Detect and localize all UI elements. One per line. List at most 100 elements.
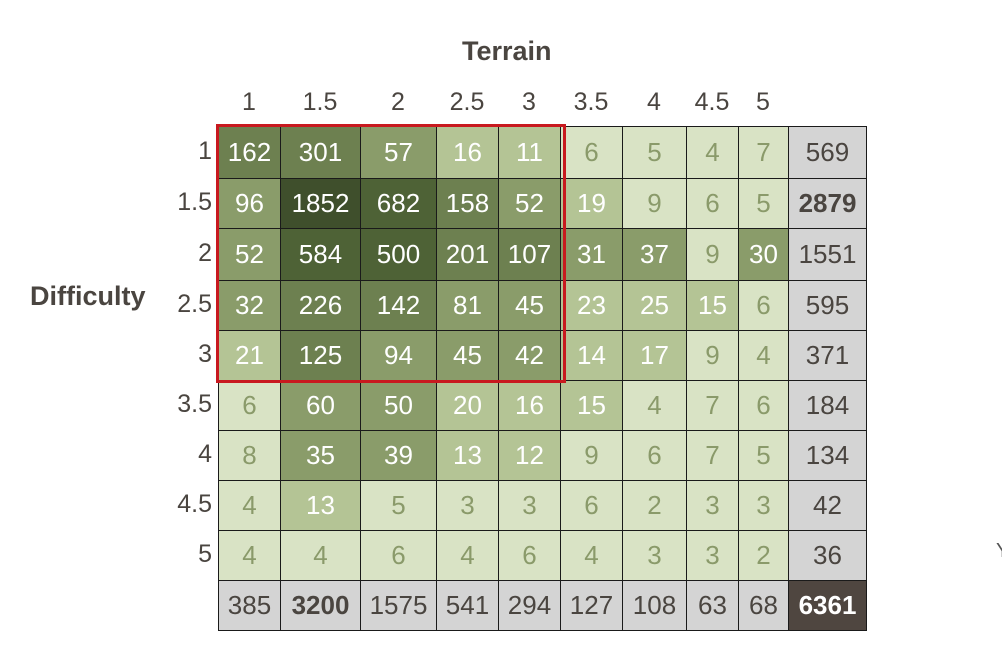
heatmap-cell: 4 bbox=[218, 480, 281, 531]
x-tick-label: 4 bbox=[647, 88, 661, 116]
y-tick-label: 2 bbox=[198, 239, 212, 267]
heatmap-cell: 20 bbox=[436, 380, 499, 431]
heatmap-cell: 4 bbox=[560, 530, 623, 581]
heatmap-cell: 57 bbox=[360, 126, 437, 179]
heatmap-cell: 5 bbox=[738, 430, 789, 481]
heatmap-cell: 6 bbox=[622, 430, 687, 481]
heatmap-cell: 3 bbox=[622, 530, 687, 581]
y-tick-label: 4 bbox=[198, 440, 212, 468]
col-total-cell: 3200 bbox=[280, 580, 361, 631]
y-tick-label: 4.5 bbox=[177, 490, 212, 518]
heatmap-cell: 4 bbox=[280, 530, 361, 581]
y-tick-label: 2.5 bbox=[177, 290, 212, 318]
col-total-cell: 1575 bbox=[360, 580, 437, 631]
heatmap-cell: 6 bbox=[738, 280, 789, 331]
y-tick-label: 5 bbox=[198, 540, 212, 568]
heatmap-cell: 6 bbox=[560, 126, 623, 179]
heatmap-cell: 226 bbox=[280, 280, 361, 331]
heatmap-cell: 52 bbox=[218, 228, 281, 281]
col-total-cell: 294 bbox=[498, 580, 561, 631]
heatmap-cell: 6 bbox=[498, 530, 561, 581]
y-tick-label: 1.5 bbox=[177, 188, 212, 216]
heatmap-cell: 11 bbox=[498, 126, 561, 179]
col-total-cell: 127 bbox=[560, 580, 623, 631]
heatmap-cell: 6 bbox=[686, 178, 739, 229]
heatmap-cell: 32 bbox=[218, 280, 281, 331]
heatmap-cell: 39 bbox=[360, 430, 437, 481]
heatmap-cell: 162 bbox=[218, 126, 281, 179]
heatmap-cell: 13 bbox=[436, 430, 499, 481]
heatmap-cell: 3 bbox=[436, 480, 499, 531]
row-total-cell: 36 bbox=[788, 530, 867, 581]
heatmap-cell: 37 bbox=[622, 228, 687, 281]
heatmap-cell: 5 bbox=[622, 126, 687, 179]
heatmap-cell: 2 bbox=[738, 530, 789, 581]
heatmap-cell: 7 bbox=[686, 430, 739, 481]
heatmap-cell: 3 bbox=[498, 480, 561, 531]
heatmap-cell: 45 bbox=[498, 280, 561, 331]
heatmap-cell: 23 bbox=[560, 280, 623, 331]
heatmap-cell: 6 bbox=[360, 530, 437, 581]
heatmap-cell: 584 bbox=[280, 228, 361, 281]
heatmap-cell: 13 bbox=[280, 480, 361, 531]
heatmap-cell: 19 bbox=[560, 178, 623, 229]
heatmap-cell: 6 bbox=[560, 480, 623, 531]
heatmap-cell: 9 bbox=[686, 330, 739, 381]
x-tick-label: 1 bbox=[242, 88, 256, 116]
heatmap-cell: 9 bbox=[560, 430, 623, 481]
heatmap-cell: 4 bbox=[436, 530, 499, 581]
heatmap-cell: 16 bbox=[436, 126, 499, 179]
row-total-cell: 569 bbox=[788, 126, 867, 179]
heatmap-cell: 14 bbox=[560, 330, 623, 381]
heatmap-cell: 2 bbox=[622, 480, 687, 531]
heatmap-cell: 301 bbox=[280, 126, 361, 179]
heatmap-cell: 35 bbox=[280, 430, 361, 481]
heatmap-cell: 3 bbox=[738, 480, 789, 531]
heatmap-cell: 25 bbox=[622, 280, 687, 331]
heatmap-cell: 21 bbox=[218, 330, 281, 381]
heatmap-cell: 17 bbox=[622, 330, 687, 381]
heatmap-cell: 12 bbox=[498, 430, 561, 481]
x-tick-label: 5 bbox=[756, 88, 770, 116]
heatmap-cell: 42 bbox=[498, 330, 561, 381]
y-tick-label: 3 bbox=[198, 340, 212, 368]
heatmap-cell: 142 bbox=[360, 280, 437, 331]
x-tick-label: 1.5 bbox=[302, 88, 338, 116]
heatmap-cell: 125 bbox=[280, 330, 361, 381]
heatmap-cell: 4 bbox=[686, 126, 739, 179]
heatmap-cell: 6 bbox=[218, 380, 281, 431]
heatmap-cell: 96 bbox=[218, 178, 281, 229]
heatmap-cell: 31 bbox=[560, 228, 623, 281]
x-tick-label: 3.5 bbox=[573, 88, 609, 116]
col-total-cell: 108 bbox=[622, 580, 687, 631]
heatmap-cell: 15 bbox=[686, 280, 739, 331]
heatmap-cell: 4 bbox=[622, 380, 687, 431]
x-tick-label: 3 bbox=[522, 88, 536, 116]
col-total-cell: 385 bbox=[218, 580, 281, 631]
heatmap-cell: 1852 bbox=[280, 178, 361, 229]
heatmap-cell: 81 bbox=[436, 280, 499, 331]
heatmap-cell: 682 bbox=[360, 178, 437, 229]
x-tick-label: 4.5 bbox=[694, 88, 730, 116]
heatmap-cell: 5 bbox=[738, 178, 789, 229]
heatmap-cell: 7 bbox=[686, 380, 739, 431]
heatmap-cell: 3 bbox=[686, 480, 739, 531]
col-total-cell: 68 bbox=[738, 580, 789, 631]
heatmap-cell: 60 bbox=[280, 380, 361, 431]
cropped-edge-text: Y bbox=[996, 540, 1002, 563]
row-total-cell: 184 bbox=[788, 380, 867, 431]
row-total-cell: 595 bbox=[788, 280, 867, 331]
heatmap-cell: 201 bbox=[436, 228, 499, 281]
heatmap-cell: 50 bbox=[360, 380, 437, 431]
row-total-cell: 2879 bbox=[788, 178, 867, 229]
row-total-cell: 371 bbox=[788, 330, 867, 381]
heatmap-cell: 16 bbox=[498, 380, 561, 431]
x-tick-label: 2 bbox=[391, 88, 405, 116]
row-total-cell: 134 bbox=[788, 430, 867, 481]
heatmap-cell: 5 bbox=[360, 480, 437, 531]
col-total-cell: 541 bbox=[436, 580, 499, 631]
heatmap-cell: 9 bbox=[686, 228, 739, 281]
y-axis-title: Difficulty bbox=[30, 281, 146, 311]
x-tick-label: 2.5 bbox=[449, 88, 485, 116]
